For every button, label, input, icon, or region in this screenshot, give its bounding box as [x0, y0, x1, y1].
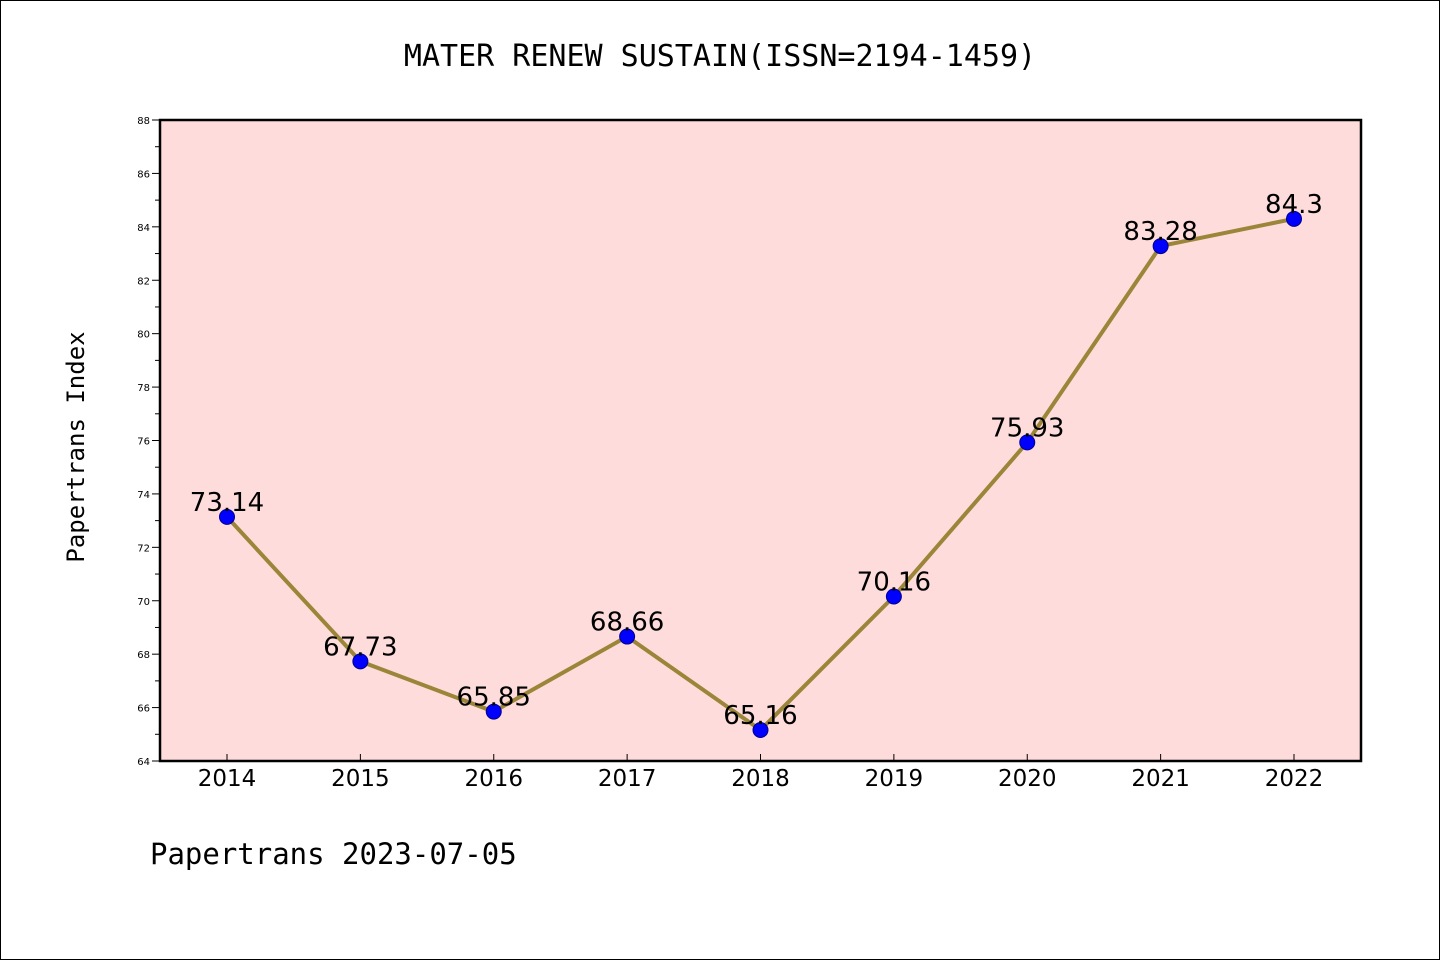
data-label-2022: 84.3	[1265, 190, 1323, 220]
y-axis-ticks: 64 66 68 70 72 74 76 78 80 82 84 86 88	[137, 116, 160, 768]
data-label-2019: 70.16	[857, 567, 931, 597]
data-label-2014: 73.14	[190, 488, 264, 518]
chart-title: MATER RENEW SUSTAIN(ISSN=2194-1459)	[404, 39, 1036, 74]
x-tick-label: 2022	[1265, 766, 1324, 792]
data-point-2017	[619, 628, 636, 645]
y-tick-label: 80	[137, 330, 150, 341]
x-tick-label: 2014	[198, 766, 257, 792]
y-tick-label: 64	[137, 757, 150, 768]
data-label-2018: 65.16	[723, 701, 797, 731]
y-tick-label: 84	[137, 223, 150, 234]
y-tick-label: 82	[137, 276, 150, 287]
data-point-2016	[485, 703, 502, 720]
plot-border	[158, 118, 1363, 763]
y-tick-label: 68	[137, 650, 150, 661]
y-tick-label: 78	[137, 383, 150, 394]
data-label-2020: 75.93	[990, 413, 1064, 443]
y-tick-label: 86	[137, 169, 150, 180]
y-tick-label: 70	[137, 597, 150, 608]
data-point-2020	[1019, 434, 1036, 451]
x-axis-ticks: 2014 2015 2016 2017 2018 2019 2020 2021 2022	[198, 754, 1324, 792]
x-tick-label: 2020	[998, 766, 1057, 792]
data-point-2015	[352, 653, 369, 670]
y-tick-label: 88	[137, 116, 150, 127]
data-label-2016: 65.85	[457, 683, 531, 713]
x-tick-label: 2021	[1131, 766, 1190, 792]
data-point-2021	[1152, 238, 1169, 255]
data-labels: 73.14 67.73 65.85 68.66 65.16 70.16 75.93 83.28…	[190, 190, 1323, 731]
data-markers	[219, 210, 1302, 739]
data-point-2018	[752, 722, 769, 739]
data-point-2019	[885, 588, 902, 605]
y-axis-label: Papertrans Index	[62, 331, 90, 562]
x-tick-label: 2018	[731, 766, 790, 792]
data-label-2015: 67.73	[323, 632, 397, 662]
footer-source-date: Papertrans 2023-07-05	[150, 837, 517, 871]
y-tick-label: 66	[137, 704, 150, 715]
data-point-2014	[219, 508, 235, 525]
data-label-2017: 68.66	[590, 608, 664, 638]
y-tick-label: 72	[137, 543, 150, 554]
x-tick-label: 2019	[865, 766, 924, 792]
x-tick-label: 2016	[464, 766, 523, 792]
x-tick-label: 2015	[331, 766, 390, 792]
y-tick-label: 74	[137, 490, 150, 501]
data-point-2022	[1286, 210, 1302, 227]
x-tick-label: 2017	[598, 766, 657, 792]
y-tick-label: 76	[137, 437, 150, 448]
data-label-2021: 83.28	[1123, 217, 1197, 247]
